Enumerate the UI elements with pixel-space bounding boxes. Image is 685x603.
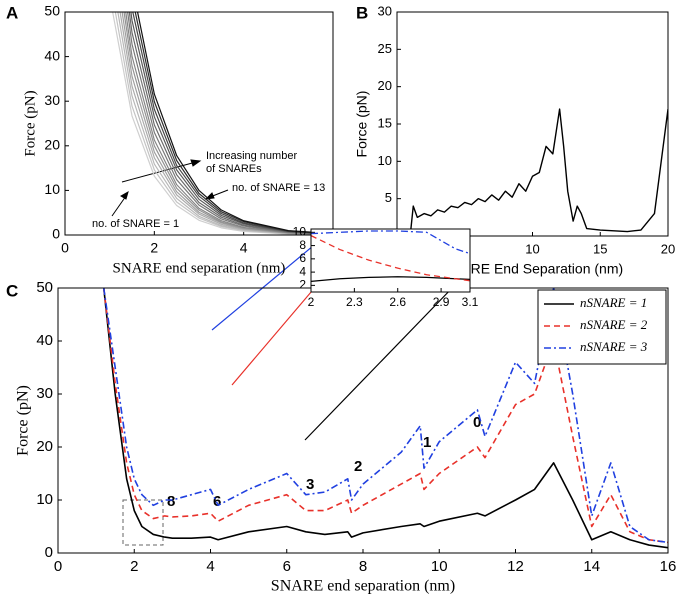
y-tick-label: 0	[45, 544, 53, 561]
x-tick-label: 4	[240, 240, 248, 256]
x-tick-label: 3.1	[462, 295, 479, 309]
x-tick-label: 20	[661, 241, 675, 256]
y-axis-label: Force (pN)	[22, 90, 38, 156]
y-tick-label: 50	[44, 3, 60, 19]
x-tick-label: 8	[359, 558, 367, 575]
zoom-box	[122, 499, 164, 546]
y-tick-label: 20	[36, 438, 53, 455]
series-line	[130, 12, 333, 235]
annotation: of SNAREs	[206, 163, 262, 175]
annotation: 1	[423, 434, 431, 451]
x-tick-label: 4	[206, 558, 214, 575]
series-line	[102, 288, 668, 544]
y-tick-label: 40	[36, 332, 53, 349]
annotation: 8	[167, 493, 175, 510]
x-tick-label: 6	[283, 558, 291, 575]
y-tick-label: 10	[293, 224, 307, 238]
x-tick-label: 15	[593, 241, 607, 256]
x-tick-label: 2	[308, 295, 315, 309]
y-tick-label: 8	[299, 238, 306, 252]
x-tick-label: 12	[507, 558, 524, 575]
y-tick-label: 40	[44, 47, 60, 63]
x-tick-label: 0	[61, 240, 69, 256]
series-line	[121, 12, 333, 235]
y-tick-label: 0	[52, 226, 60, 242]
legend-label: nSNARE = 1	[580, 295, 647, 310]
series-line	[102, 288, 668, 549]
series-line	[409, 108, 668, 233]
x-tick-label: 14	[583, 558, 600, 575]
y-tick-label: 10	[36, 491, 53, 508]
y-tick-label: 20	[378, 78, 392, 93]
annotation: 3	[306, 476, 314, 493]
y-tick-label: 10	[44, 181, 60, 197]
panel-label: A	[6, 3, 18, 22]
x-tick-label: 16	[660, 558, 677, 575]
series-line	[127, 12, 333, 235]
y-axis-label: Force (pN)	[354, 91, 370, 158]
x-tick-label: 0	[54, 558, 62, 575]
annotation: 2	[354, 458, 362, 475]
plot-area	[409, 108, 668, 233]
series-line	[114, 12, 333, 235]
y-tick-label: 5	[385, 190, 392, 205]
legend-box	[537, 289, 667, 365]
series-line	[311, 235, 470, 282]
inset-background	[311, 229, 470, 292]
series-line	[132, 12, 333, 235]
y-tick-label: 20	[44, 137, 60, 153]
y-tick-label: 25	[378, 41, 392, 56]
series-line	[311, 230, 470, 255]
x-tick-label: 2.3	[346, 295, 363, 309]
annotation: 0	[473, 414, 481, 431]
x-tick-label: 2.6	[389, 295, 406, 309]
axes-frame	[310, 228, 471, 293]
y-tick-label: 2	[299, 278, 306, 292]
series-line	[117, 12, 333, 235]
panel-label: C	[6, 281, 18, 300]
legend-label: nSNARE = 3	[580, 339, 648, 354]
axes-frame	[396, 11, 669, 237]
y-tick-label: 15	[378, 115, 392, 130]
annotation: Increasing number	[206, 150, 297, 162]
y-tick-label: 4	[299, 264, 306, 278]
y-tick-label: 50	[36, 279, 53, 296]
panel-label: B	[356, 3, 368, 22]
y-axis-label: Force (pN)	[15, 385, 32, 456]
axes-frame	[64, 11, 334, 236]
x-tick-label: 2	[150, 240, 158, 256]
series-line	[136, 12, 333, 235]
annotation: no. of SNARE = 1	[92, 218, 179, 230]
legend-label: nSNARE = 2	[580, 317, 648, 332]
x-axis-label: SNARE End Separation (nm)	[442, 261, 623, 277]
y-tick-label: 30	[378, 3, 392, 18]
annotation: no. of SNARE = 13	[232, 182, 325, 194]
x-tick-label: 10	[525, 241, 539, 256]
series-line	[125, 12, 333, 235]
x-axis-label: SNARE end separation (nm)	[271, 578, 455, 595]
series-line	[123, 12, 333, 235]
x-tick-label: 2.9	[433, 295, 450, 309]
x-axis-label: SNARE end separation (nm)	[113, 260, 286, 276]
series-line	[134, 12, 333, 235]
y-tick-label: 6	[299, 251, 306, 265]
legend: nSNARE = 1 nSNARE = 2 nSNARE = 3	[537, 289, 667, 365]
y-tick-label: 30	[36, 385, 53, 402]
x-tick-label: 10	[431, 558, 448, 575]
plot-area	[311, 230, 470, 283]
plot-area	[112, 12, 333, 235]
series-line	[128, 12, 333, 235]
y-tick-label: 30	[44, 92, 60, 108]
series-line	[112, 12, 333, 235]
y-tick-label: 10	[378, 153, 392, 168]
x-tick-label: 2	[130, 558, 138, 575]
series-line	[119, 12, 333, 235]
